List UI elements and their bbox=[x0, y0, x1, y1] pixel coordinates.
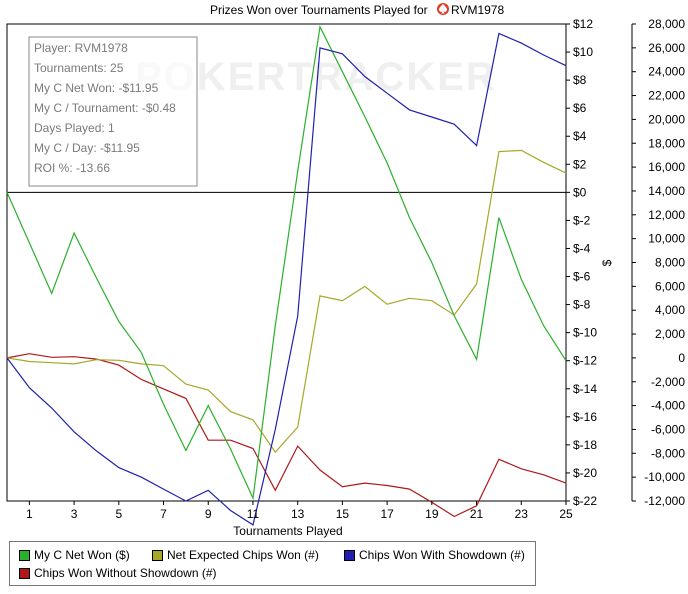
chips-tick-label: 0 bbox=[678, 351, 685, 365]
dollar-tick-label: $12 bbox=[573, 17, 593, 31]
dollar-tick-label: $-8 bbox=[573, 298, 591, 312]
legend-swatch bbox=[152, 549, 163, 561]
dollar-tick-label: $4 bbox=[573, 129, 587, 143]
chips-tick-label: -12,000 bbox=[644, 494, 685, 508]
chips-tick-label: -4,000 bbox=[651, 399, 685, 413]
dollar-tick-label: $-22 bbox=[573, 494, 597, 508]
x-tick-label: 9 bbox=[205, 507, 212, 521]
legend-swatch bbox=[19, 567, 30, 579]
plot-area bbox=[6, 23, 567, 502]
dollar-tick-label: $-6 bbox=[573, 270, 591, 284]
legend-item-chips-with-showdown: Chips Won With Showdown (#) bbox=[344, 548, 525, 562]
chips-tick-label: 14,000 bbox=[648, 184, 685, 198]
x-tick-label: 21 bbox=[470, 507, 484, 521]
chips-tick-label: 24,000 bbox=[648, 65, 685, 79]
series-line-net-expected-chips-won bbox=[6, 149, 567, 454]
series-line-chips-won-without-showdown bbox=[6, 353, 567, 518]
chips-tick-label: 2,000 bbox=[655, 327, 685, 341]
dollar-tick-label: $-10 bbox=[573, 326, 597, 340]
chart-title: Prizes Won over Tournaments Played for bbox=[210, 3, 428, 17]
x-tick-label: 25 bbox=[559, 507, 573, 521]
x-tick-label: 11 bbox=[247, 507, 260, 521]
chips-tick-label: 12,000 bbox=[648, 208, 685, 222]
legend-item-chips-without-showdown: Chips Won Without Showdown (#) bbox=[19, 566, 217, 580]
chips-tick-label: -10,000 bbox=[644, 470, 685, 484]
series-line-my-c-net-won bbox=[6, 24, 567, 501]
chips-tick-label: 28,000 bbox=[648, 17, 685, 31]
x-tick-label: 1 bbox=[26, 507, 33, 521]
legend-item-net-expected-chips: Net Expected Chips Won (#) bbox=[152, 548, 319, 562]
x-tick-label: 23 bbox=[515, 507, 529, 521]
x-axis-label: Tournaments Played bbox=[233, 524, 342, 538]
x-tick-label: 19 bbox=[425, 507, 439, 521]
stats-line: My C Net Won: -$11.95 bbox=[34, 81, 159, 95]
legend-swatch bbox=[344, 549, 355, 561]
x-tick-label: 17 bbox=[380, 507, 394, 521]
dollar-tick-label: $8 bbox=[573, 73, 587, 87]
stats-line: Days Played: 1 bbox=[34, 121, 115, 135]
series-line-chips-won-with-showdown bbox=[6, 32, 567, 526]
x-tick-label: 15 bbox=[336, 507, 350, 521]
dollar-tick-label: $2 bbox=[573, 157, 587, 171]
stats-box bbox=[28, 36, 198, 187]
chips-tick-label: 8,000 bbox=[655, 256, 685, 270]
chips-tick-label: 16,000 bbox=[648, 160, 685, 174]
x-tick-label: 3 bbox=[71, 507, 78, 521]
spade-icon bbox=[437, 3, 449, 15]
x-tick-label: 13 bbox=[291, 507, 305, 521]
chips-tick-label: -6,000 bbox=[651, 422, 685, 436]
chips-tick-label: 20,000 bbox=[648, 112, 685, 126]
dollar-tick-label: $6 bbox=[573, 101, 587, 115]
stats-line: Player: RVM1978 bbox=[34, 41, 128, 55]
dollar-tick-label: $-14 bbox=[573, 382, 597, 396]
dollar-tick-label: $10 bbox=[573, 45, 593, 59]
dollar-tick-label: $-16 bbox=[573, 410, 597, 424]
stats-line: ROI %: -13.66 bbox=[34, 161, 110, 175]
chips-tick-label: 22,000 bbox=[648, 89, 685, 103]
y-axis-label: $ bbox=[600, 259, 614, 266]
stats-line: My C / Day: -$11.95 bbox=[34, 141, 140, 155]
chips-tick-label: 10,000 bbox=[648, 232, 685, 246]
chips-tick-label: 6,000 bbox=[655, 279, 685, 293]
dollar-tick-label: $-18 bbox=[573, 438, 597, 452]
dollar-tick-label: $-20 bbox=[573, 466, 597, 480]
chart-title-player: RVM1978 bbox=[451, 3, 504, 17]
stats-line: Tournaments: 25 bbox=[34, 61, 124, 75]
legend-swatch bbox=[19, 549, 30, 561]
chips-tick-label: 18,000 bbox=[648, 136, 685, 150]
chips-tick-label: 4,000 bbox=[655, 303, 685, 317]
dollar-tick-label: $0 bbox=[573, 185, 587, 199]
stats-line: My C / Tournament: -$0.48 bbox=[34, 101, 176, 115]
dollar-tick-label: $-12 bbox=[573, 354, 597, 368]
x-tick-label: 5 bbox=[115, 507, 122, 521]
legend: My C Net Won ($) Net Expected Chips Won … bbox=[9, 541, 536, 586]
x-tick-label: 7 bbox=[160, 507, 167, 521]
legend-item-my-c-net-won: My C Net Won ($) bbox=[19, 548, 130, 562]
chips-tick-label: -8,000 bbox=[651, 446, 685, 460]
dollar-tick-label: $-4 bbox=[573, 241, 591, 255]
chips-tick-label: 26,000 bbox=[648, 41, 685, 55]
dollar-tick-label: $-2 bbox=[573, 213, 591, 227]
chips-tick-label: -2,000 bbox=[651, 375, 685, 389]
